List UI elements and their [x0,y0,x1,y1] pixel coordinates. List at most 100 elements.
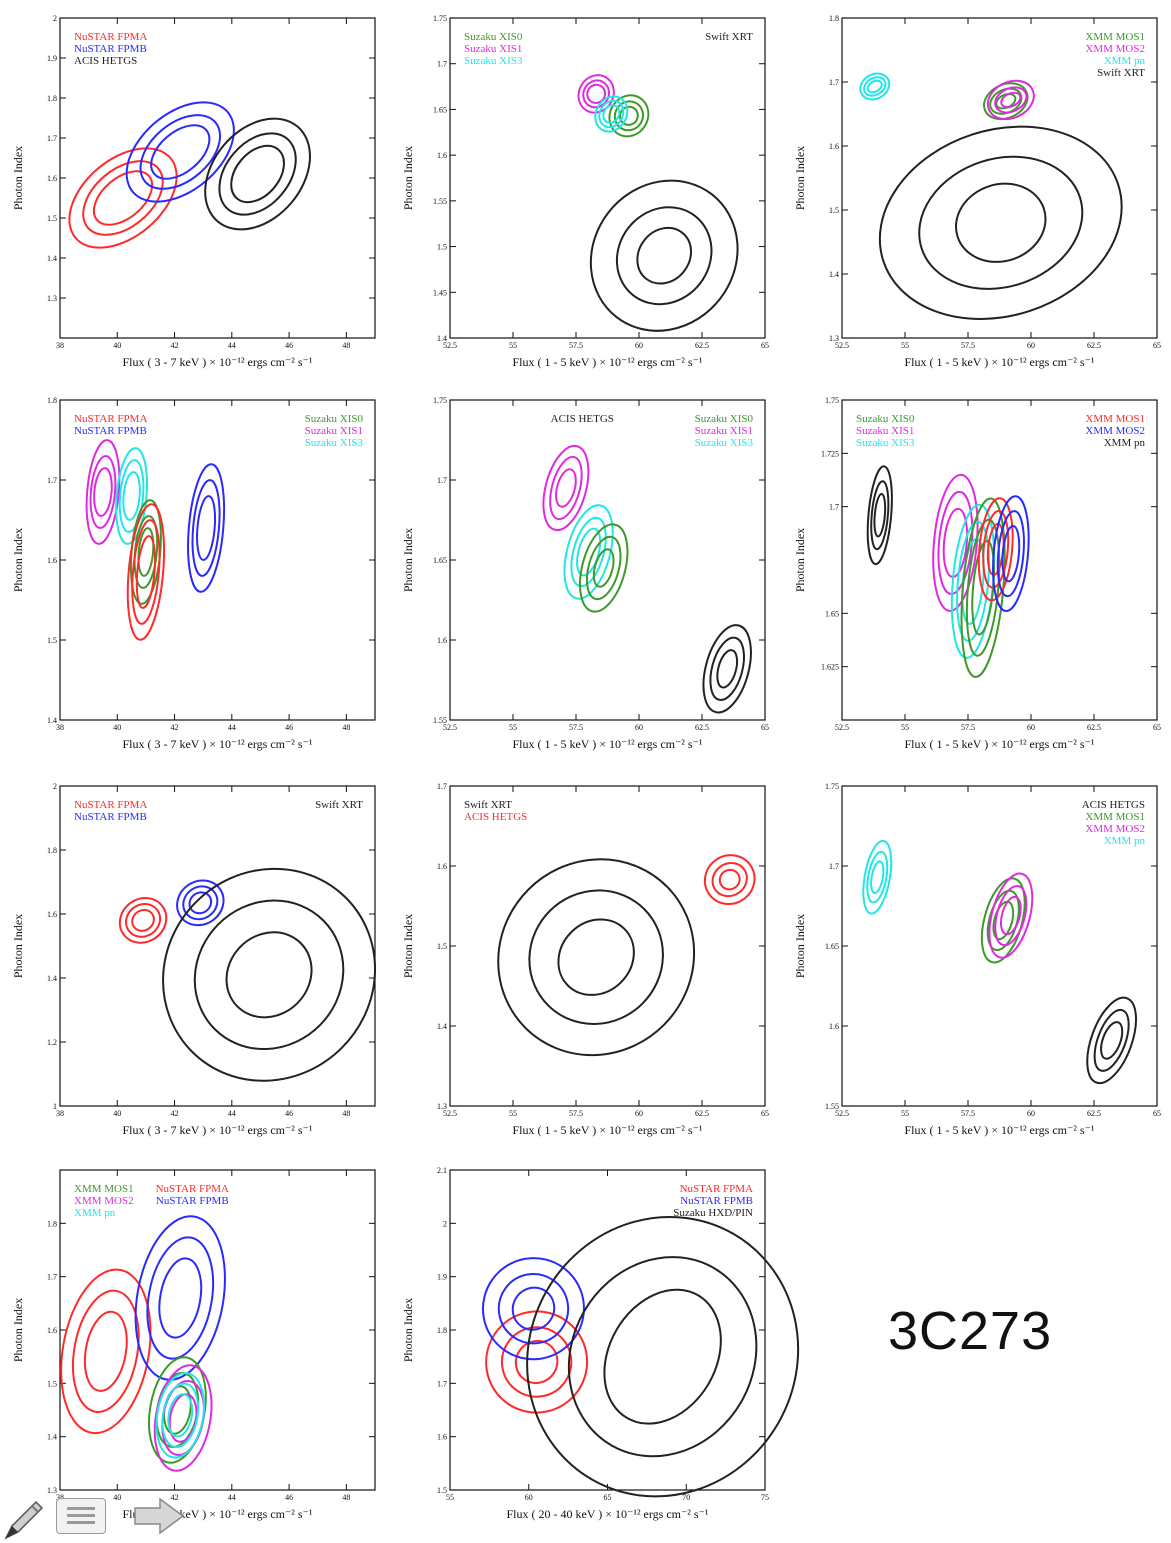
contour-acis-hetgs [1086,996,1138,1085]
y-tick-label: 1.75 [433,396,447,405]
contour-nustar-fpmb [196,495,217,561]
pen-icon[interactable] [2,1496,48,1542]
legend-entry: NuSTAR FPMA [74,413,147,425]
y-axis-label: Photon Index [11,146,25,210]
plot-frame [449,17,766,339]
x-tick-label: 48 [342,723,350,732]
x-axis-label: Flux ( 1 - 5 keV ) × 10⁻¹² ergs cm⁻² s⁻¹ [904,737,1094,751]
y-tick-label: 2 [53,782,57,791]
contour-nustar-fpma [131,519,161,625]
x-tick-label: 60 [1027,341,1035,350]
chart-panel-7: 38 40 42 44 46 48 1 1.2 1.4 1.6 1.8 2 Flux ( 3 - 7 k… [11,782,377,1137]
chart-panel-4: 38 40 42 44 46 48 1.4 1.5 1.6 1.7 1.8 Flux ( 3 - 7 … [11,396,376,751]
presentation-toolbar [0,1488,200,1543]
chart-panel-8: 52.5 55 57.5 60 62.5 65 1.3 1.4 1.5 1.6 1.7 Flux ( … [401,782,769,1137]
contour-nustar-fpmb [146,1236,215,1360]
chart-panel-5: 52.5 55 57.5 60 62.5 65 1.55 1.6 1.65 1.7 1.75 Flux… [401,396,769,751]
legend-entry: XMM MOS2 [74,1195,134,1207]
y-axis-label: Photon Index [401,146,415,210]
x-tick-label: 40 [113,1493,121,1502]
y-tick-label: 1.6 [437,862,447,871]
legend-entry: XMM pn [1104,835,1146,847]
x-axis-label: Flux ( 3 - 7 keV ) × 10⁻¹² ergs cm⁻² s⁻¹ [122,1123,312,1137]
contour-suzaku-xis1 [577,74,615,114]
legend-entry: Suzaku XIS3 [305,437,364,449]
contour-suzaku-xis3 [563,504,614,600]
plot-frame [841,785,1158,1107]
y-tick-label: 1.8 [437,1326,447,1335]
x-tick-label: 40 [113,1109,121,1118]
x-tick-label: 44 [228,341,236,350]
x-tick-label: 48 [342,341,350,350]
y-tick-label: 1.65 [433,556,447,565]
y-tick-label: 1.4 [437,334,447,343]
contour-suzaku-xis3 [598,99,625,129]
legend-entry: XMM pn [74,1207,116,1219]
menu-icon[interactable] [56,1498,106,1534]
y-tick-label: 1.4 [47,1433,57,1442]
y-tick-label: 1.4 [47,716,57,725]
x-tick-label: 55 [901,1109,909,1118]
legend-entry: XMM MOS2 [1085,425,1145,437]
y-tick-label: 1.4 [829,270,839,279]
contour-nustar-fpma [126,503,166,641]
contour-suzaku-hxd-pin [526,1215,800,1498]
y-axis-label: Photon Index [401,914,415,978]
arrow-right-icon[interactable] [132,1496,186,1536]
contour-suzaku-xis0 [608,94,650,138]
legend-entry: Suzaku XIS3 [695,437,754,449]
x-tick-label: 46 [285,1493,293,1502]
contour-swift-xrt [225,931,313,1019]
contour-nustar-fpma [125,903,162,938]
contour-acis-hetgs [204,117,311,231]
x-tick-label: 42 [171,723,179,732]
x-tick-label: 65 [761,723,769,732]
legend-entry: NuSTAR FPMB [156,1195,229,1207]
x-tick-label: 44 [228,1493,236,1502]
figure-label: 3C273 [888,1301,1053,1361]
x-tick-label: 70 [682,1493,690,1502]
legend-entry: XMM MOS1 [1085,31,1145,43]
legend-entry: Suzaku XIS0 [464,31,523,43]
contour-suzaku-xis3 [118,459,145,533]
x-tick-label: 62.5 [1087,341,1101,350]
y-tick-label: 1.6 [47,174,57,183]
x-tick-label: 42 [171,1109,179,1118]
y-tick-label: 1.5 [47,1379,57,1388]
contour-suzaku-xis0 [619,105,639,126]
contour-swift-xrt [636,226,693,285]
contour-swift-xrt [162,867,377,1082]
x-tick-label: 60 [1027,723,1035,732]
x-tick-label: 52.5 [443,723,457,732]
legend-entry: XMM MOS1 [1085,811,1145,823]
y-axis-label: Photon Index [793,528,807,592]
legend-entry: ACIS HETGS [1082,799,1145,811]
x-tick-label: 55 [509,341,517,350]
x-tick-label: 52.5 [835,341,849,350]
contour-suzaku-xis0 [579,523,629,613]
y-tick-label: 1.75 [825,782,839,791]
y-axis-label: Photon Index [401,1298,415,1362]
contour-suzaku-xis3 [602,104,621,124]
y-tick-label: 1.7 [829,862,839,871]
contour-suzaku-xis0 [137,527,155,577]
x-tick-label: 46 [285,1109,293,1118]
x-tick-label: 65 [761,341,769,350]
contour-xmm-pn [862,839,893,915]
x-tick-label: 55 [509,723,517,732]
x-tick-label: 38 [56,1109,64,1118]
contour-xmm-mos2 [1000,91,1022,109]
plot-frame [449,785,766,1107]
contour-nustar-fpma [72,1289,140,1413]
contour-swift-xrt [589,179,739,332]
contour-nustar-fpma [514,1339,559,1385]
contour-xmm-pn [866,850,889,904]
y-tick-label: 1.55 [433,716,447,725]
contour-swift-xrt [878,125,1123,320]
contour-suzaku-xis1 [85,439,121,545]
legend-entry: NuSTAR FPMB [74,811,147,823]
y-tick-label: 1.6 [47,910,57,919]
x-tick-label: 65 [604,1493,612,1502]
x-axis-label: Flux ( 3 - 7 keV ) × 10⁻¹² ergs cm⁻² s⁻¹ [122,355,312,369]
